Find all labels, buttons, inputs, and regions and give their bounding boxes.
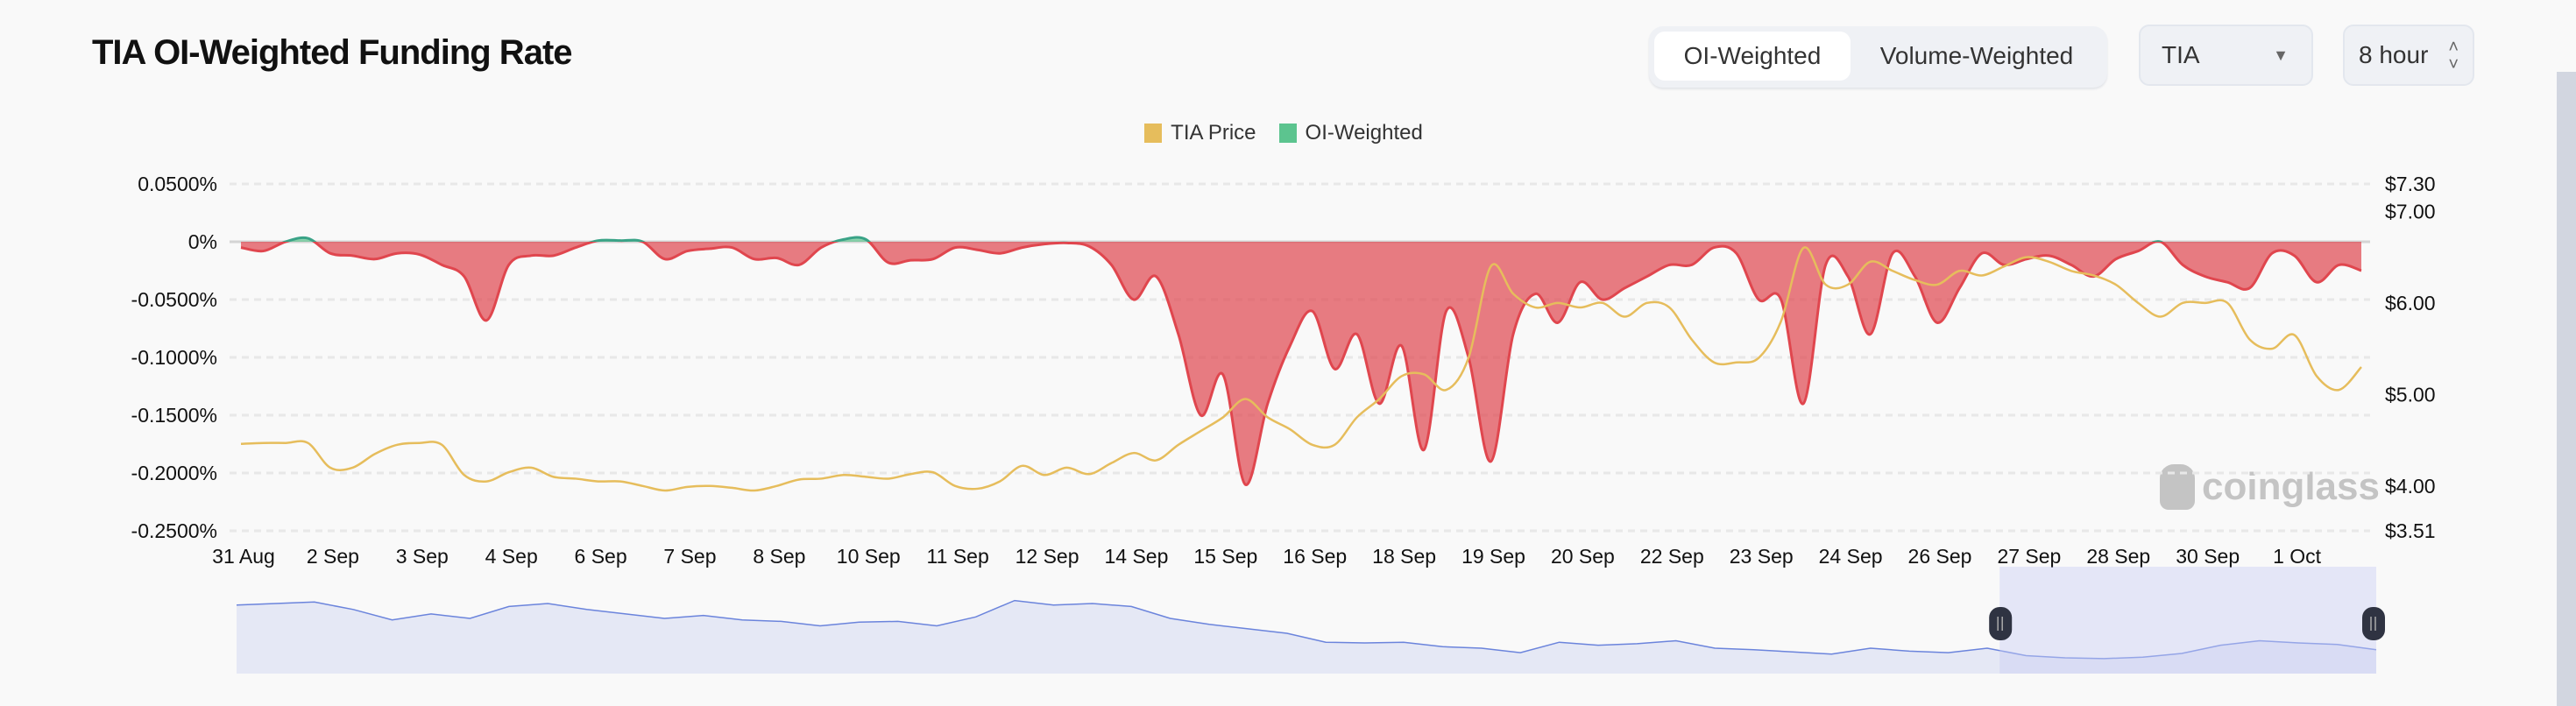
x-axis-tick-label: 1 Oct	[2273, 545, 2322, 568]
x-axis-tick-label: 11 Sep	[927, 545, 989, 568]
left-axis-tick-label: -0.1000%	[131, 346, 217, 369]
funding-area-negative	[241, 242, 2361, 485]
x-axis-tick-label: 26 Sep	[1908, 545, 1972, 568]
legend-item-oi-weighted[interactable]: OI-Weighted	[1278, 121, 1423, 145]
x-axis-tick-label: 23 Sep	[1730, 545, 1794, 568]
page-scrollbar[interactable]	[2557, 72, 2576, 706]
x-axis-tick-label: 28 Sep	[2086, 545, 2150, 568]
navigator-handle-left[interactable]	[1989, 607, 2013, 640]
right-axis-tick-label: $7.00	[2385, 200, 2436, 222]
x-axis-tick-label: 19 Sep	[1461, 545, 1525, 568]
x-axis-tick-label: 12 Sep	[1016, 545, 1079, 568]
right-axis-tick-label: $4.00	[2385, 475, 2436, 498]
funding-line-negative	[240, 242, 2362, 486]
left-axis-tick-label: 0.0500%	[138, 173, 217, 195]
legend-label-price: TIA Price	[1171, 121, 1256, 145]
legend-label-oi-weighted: OI-Weighted	[1305, 121, 1423, 145]
weighting-toggle: OI-Weighted Volume-Weighted	[1649, 26, 2107, 88]
legend-swatch-price	[1144, 124, 1163, 143]
navigator-handle-right[interactable]	[2362, 607, 2385, 640]
x-axis-tick-label: 24 Sep	[1819, 545, 1883, 568]
x-axis-tick-label: 20 Sep	[1551, 545, 1615, 568]
chart-legend: TIA Price OI-Weighted	[1139, 121, 1428, 145]
x-axis-tick-label: 10 Sep	[837, 545, 901, 568]
up-down-chevron-icon: ˄ ˅	[2448, 38, 2459, 74]
tab-oi-weighted[interactable]: OI-Weighted	[1654, 32, 1851, 81]
price-line	[240, 246, 2362, 492]
right-axis-tick-label: $5.00	[2385, 383, 2436, 406]
interval-select[interactable]: 8 hour ˄ ˅	[2343, 25, 2474, 86]
x-axis-tick-label: 3 Sep	[396, 545, 449, 568]
x-axis-tick-label: 15 Sep	[1193, 545, 1257, 568]
coinglass-logo-icon	[2160, 464, 2195, 510]
coin-select-value: TIA	[2162, 41, 2200, 68]
x-axis-tick-label: 8 Sep	[753, 545, 805, 568]
legend-swatch-oi-weighted	[1278, 124, 1297, 143]
x-axis-tick-label: 30 Sep	[2176, 545, 2240, 568]
navigator-line	[236, 599, 2377, 660]
x-axis-tick-label: 7 Sep	[663, 545, 716, 568]
tab-volume-weighted[interactable]: Volume-Weighted	[1879, 42, 2074, 69]
funding-line-positive	[281, 236, 2164, 242]
x-axis-tick-label: 2 Sep	[307, 545, 359, 568]
left-axis-tick-label: -0.2000%	[131, 462, 217, 484]
interval-select-value: 8 hour	[2359, 41, 2429, 68]
caret-down-icon: ▼	[2273, 46, 2289, 64]
x-axis-tick-label: 14 Sep	[1104, 545, 1168, 568]
left-axis-tick-label: -0.0500%	[131, 288, 217, 311]
chart-navigator[interactable]	[236, 567, 2385, 674]
coin-select[interactable]: TIA ▼	[2139, 25, 2313, 86]
x-axis-tick-label: 27 Sep	[1997, 545, 2061, 568]
legend-item-price[interactable]: TIA Price	[1144, 121, 1256, 145]
x-axis-tick-label: 18 Sep	[1372, 545, 1436, 568]
right-axis-tick-label: $7.30	[2385, 173, 2436, 195]
x-axis-tick-label: 4 Sep	[485, 545, 538, 568]
navigator-area	[237, 600, 2376, 674]
x-axis-tick-label: 22 Sep	[1640, 545, 1704, 568]
x-axis-tick-label: 6 Sep	[575, 545, 627, 568]
navigator-selection[interactable]	[1999, 567, 2376, 674]
left-axis-tick-label: -0.1500%	[131, 404, 217, 427]
right-axis-tick-label: $6.00	[2385, 292, 2436, 314]
right-axis-tick-label: $3.51	[2385, 519, 2436, 542]
x-axis-tick-label: 16 Sep	[1283, 545, 1347, 568]
left-axis-tick-label: 0%	[188, 230, 217, 253]
page-title: TIA OI-Weighted Funding Rate	[92, 33, 573, 72]
x-axis-tick-label: 31 Aug	[212, 545, 275, 568]
left-axis-tick-label: -0.2500%	[131, 519, 217, 542]
